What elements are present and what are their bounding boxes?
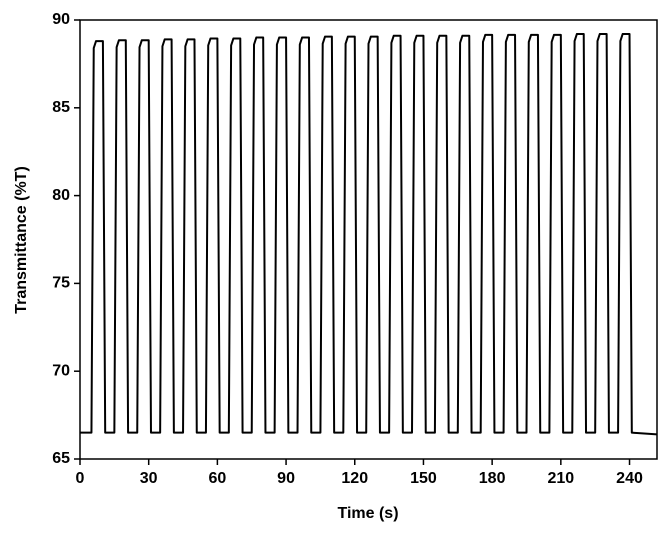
y-tick-label: 75	[52, 275, 70, 292]
y-tick-label: 85	[52, 99, 70, 116]
y-axis-label: Transmittance (%T)	[13, 166, 30, 314]
plot-frame	[79, 19, 658, 460]
x-axis-label: Time (s)	[337, 505, 398, 522]
y-tick-label: 80	[52, 187, 70, 204]
x-tick-label: 90	[277, 470, 295, 487]
x-tick-label: 60	[208, 470, 226, 487]
y-tick-label: 70	[52, 362, 70, 379]
x-tick-label: 120	[341, 470, 368, 487]
data-line	[80, 33, 658, 436]
x-tick-label: 150	[410, 470, 437, 487]
x-tick-label: 240	[616, 470, 643, 487]
x-tick-label: 30	[140, 470, 158, 487]
x-tick-label: 180	[479, 470, 506, 487]
x-tick-label: 210	[547, 470, 574, 487]
x-tick-label: 0	[76, 470, 85, 487]
y-tick-label: 65	[52, 450, 70, 467]
y-tick-label: 90	[52, 11, 70, 28]
